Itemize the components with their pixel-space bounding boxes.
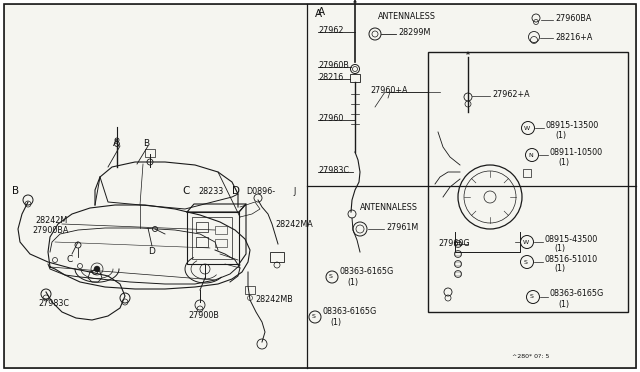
Text: 28233: 28233 [198, 186, 223, 196]
Text: D0896-: D0896- [246, 186, 275, 196]
Text: 27900B: 27900B [188, 311, 219, 320]
Text: (1): (1) [555, 131, 566, 140]
Text: S: S [312, 314, 316, 320]
Text: ANTENNALESS: ANTENNALESS [360, 202, 418, 212]
Text: 08516-51010: 08516-51010 [545, 254, 598, 263]
Text: A: A [315, 9, 322, 19]
Text: 27983C: 27983C [318, 166, 349, 174]
Text: 27960G: 27960G [438, 240, 470, 248]
Text: W: W [523, 240, 529, 244]
Text: 28299M: 28299M [398, 28, 430, 36]
Text: C: C [66, 256, 72, 264]
Text: S: S [329, 275, 333, 279]
Text: 27962+A: 27962+A [492, 90, 530, 99]
Text: A: A [318, 7, 325, 17]
Text: 08915-13500: 08915-13500 [546, 121, 599, 129]
Text: 28242MB: 28242MB [255, 295, 292, 305]
Text: ^280* 0?: 5: ^280* 0?: 5 [512, 355, 549, 359]
Text: C: C [182, 186, 189, 196]
Text: D: D [148, 247, 155, 257]
Bar [245, 286, 255, 294]
Bar [350, 74, 360, 82]
Text: 27983C: 27983C [38, 299, 69, 308]
Bar [455, 252, 461, 256]
Text: 27962: 27962 [318, 26, 344, 35]
Bar [455, 272, 461, 276]
Text: 08911-10500: 08911-10500 [550, 148, 603, 157]
Text: ANTENNALESS: ANTENNALESS [378, 12, 436, 20]
Bar [145, 149, 155, 157]
Text: 28216: 28216 [318, 73, 343, 81]
Text: 08915-43500: 08915-43500 [545, 234, 598, 244]
Text: 27960BA: 27960BA [555, 13, 591, 22]
Text: 28216+A: 28216+A [555, 32, 593, 42]
Bar [196, 222, 208, 232]
Text: S: S [524, 260, 528, 264]
Bar [523, 169, 531, 177]
Text: (1): (1) [554, 264, 565, 273]
Text: 27960+A: 27960+A [370, 86, 408, 94]
Text: (1): (1) [558, 299, 569, 308]
Bar [192, 217, 232, 259]
Text: 28242MA: 28242MA [275, 219, 313, 228]
Text: 08363-6165G: 08363-6165G [323, 308, 377, 317]
Text: 27900BA: 27900BA [32, 225, 68, 234]
Bar [215, 226, 227, 234]
Text: (1): (1) [330, 317, 341, 327]
Text: 08363-6165G: 08363-6165G [550, 289, 604, 298]
Text: 28242M: 28242M [35, 215, 67, 224]
Circle shape [94, 266, 100, 272]
Text: W: W [524, 125, 530, 131]
Text: 08363-6165G: 08363-6165G [340, 267, 394, 276]
Text: 27961M: 27961M [386, 222, 419, 231]
Text: B: B [12, 186, 19, 196]
Text: N: N [529, 153, 533, 157]
Bar [187, 212, 239, 264]
Text: S: S [530, 295, 534, 299]
Text: J: J [293, 186, 295, 196]
Text: D: D [232, 186, 240, 196]
Text: (1): (1) [554, 244, 565, 253]
Bar [455, 242, 461, 246]
Text: (1): (1) [558, 157, 569, 167]
Bar [428, 52, 628, 312]
Text: 27960B: 27960B [318, 61, 349, 70]
Bar [270, 252, 284, 262]
Bar [455, 262, 461, 266]
Bar [196, 237, 208, 247]
Text: B: B [143, 138, 149, 148]
Text: A: A [113, 138, 119, 148]
Text: 27960: 27960 [318, 113, 344, 122]
Bar [215, 239, 227, 247]
Text: (1): (1) [347, 278, 358, 286]
